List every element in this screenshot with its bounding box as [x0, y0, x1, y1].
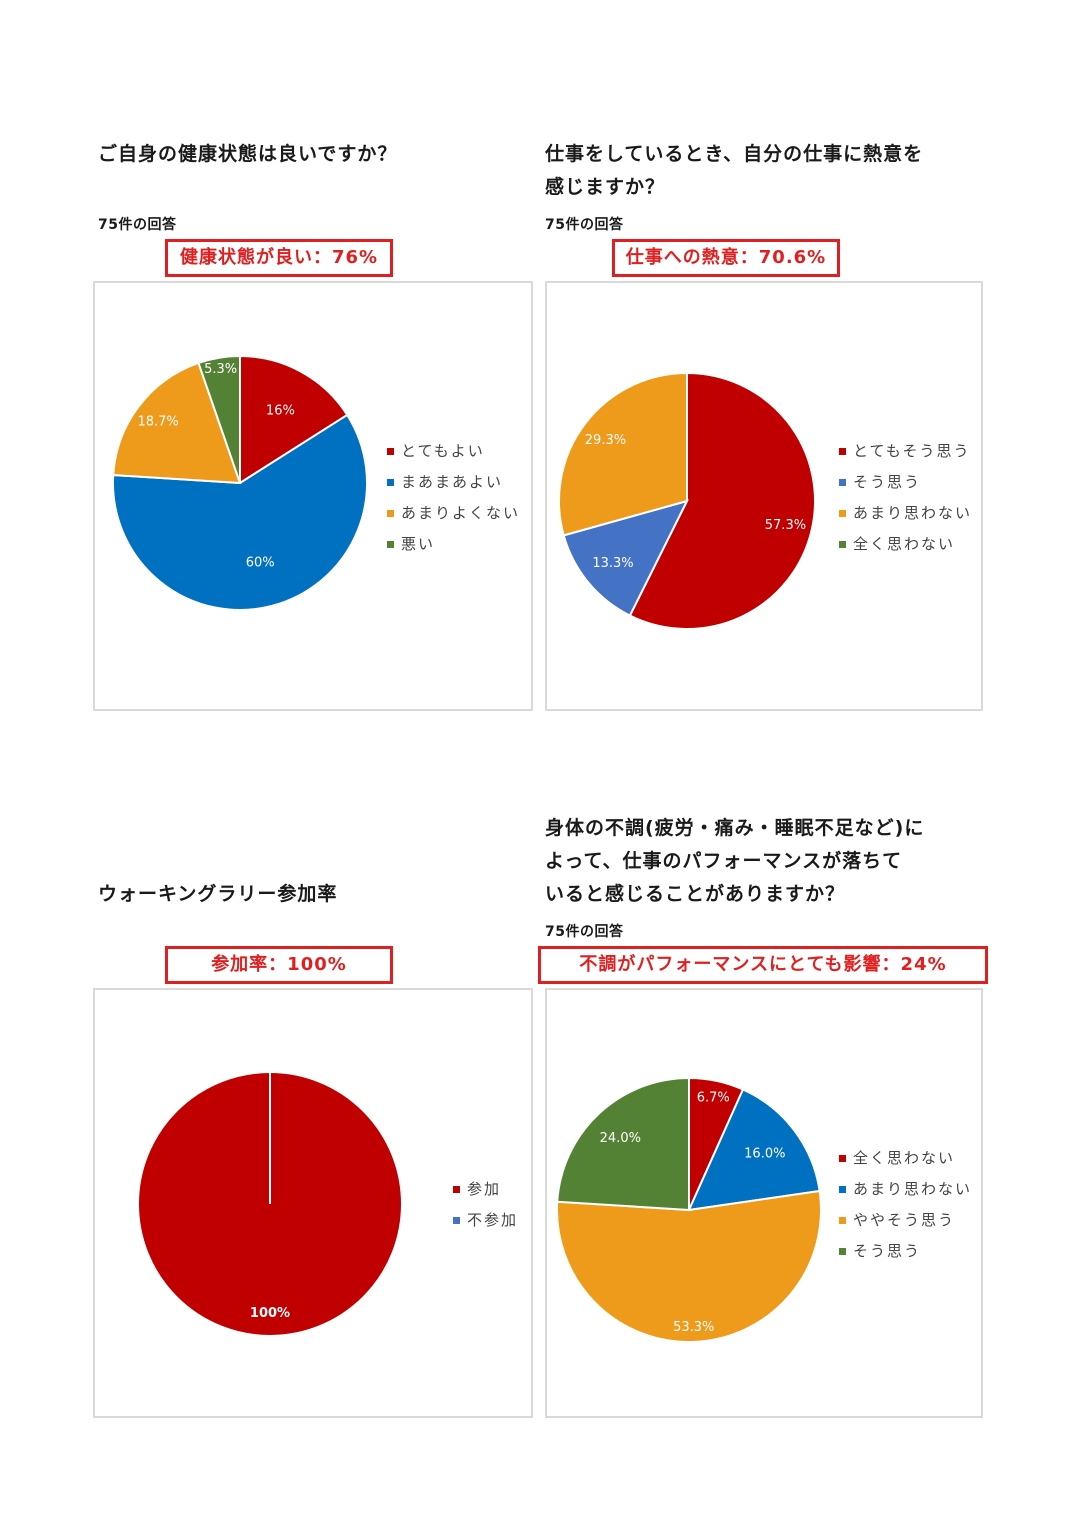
- pie-chart-performance: 6.7% 16.0% 53.3% 24.0% 全く思わない あまり思わない ややそう思う そう…: [545, 988, 983, 1418]
- legend-label: まあまあよい: [401, 473, 504, 491]
- slice-label: 57.3%: [765, 518, 806, 533]
- chart-legend: とてもそう思う そう思うあまり思わない 全く思わない: [839, 436, 972, 560]
- pie-svg: 16% 60% 18.7% 5.3%: [112, 354, 368, 611]
- chart-legend: 参加 不参加: [453, 1174, 518, 1236]
- legend-label: 参加: [467, 1180, 502, 1198]
- pie-slice: [556, 1076, 690, 1212]
- legend-label: そう思う: [853, 1242, 922, 1260]
- legend-swatch: [839, 1186, 846, 1193]
- question-title: ウォーキングラリー参加率: [98, 883, 338, 905]
- slice-label: 18.7%: [137, 415, 178, 430]
- pie-slice: [556, 1189, 822, 1343]
- legend-item: 全く思わない: [839, 529, 972, 560]
- pie-chart-work-enthusiasm: 57.3% 13.3% 29.3% とてもそう思う そう思うあまり思わない 全く思わない: [545, 281, 983, 711]
- legend-swatch: [839, 479, 846, 486]
- slice-label: 100%: [250, 1306, 290, 1321]
- legend-swatch: [839, 1248, 846, 1255]
- legend-item: あまり思わない: [839, 1174, 972, 1205]
- legend-label: ややそう思う: [853, 1211, 956, 1229]
- summary-callout: 不調がパフォーマンスにとても影響：24%: [538, 946, 988, 984]
- slice-label: 13.3%: [592, 556, 633, 571]
- legend-label: 不参加: [467, 1211, 519, 1229]
- slice-label: 24.0%: [600, 1131, 641, 1146]
- pie-slice: [197, 354, 241, 484]
- summary-callout: 仕事への熱意：70.6%: [612, 239, 840, 277]
- legend-swatch: [453, 1217, 460, 1224]
- slice-label: 60%: [246, 556, 275, 571]
- legend-label: 全く思わない: [853, 1149, 956, 1167]
- legend-label: あまり思わない: [853, 504, 973, 522]
- legend-swatch: [839, 541, 846, 548]
- legend-label: 全く思わない: [853, 535, 956, 553]
- legend-item: 全く思わない: [839, 1143, 972, 1174]
- legend-item: 不参加: [453, 1205, 518, 1236]
- pie-svg: 100%: [137, 1071, 403, 1337]
- summary-callout: 健康状態が良い：76%: [165, 239, 393, 277]
- legend-swatch: [453, 1186, 460, 1193]
- legend-label: 悪い: [401, 535, 436, 553]
- question-title: 身体の不調(疲労・痛み・睡眠不足など)に よって、仕事のパフォーマンスが落ちて …: [545, 817, 925, 905]
- pie-chart-health: 16% 60% 18.7% 5.3% とてもよいまあまあよい あまりよくない 悪い: [93, 281, 533, 711]
- legend-item: あまりよくない: [387, 498, 520, 529]
- response-count: 75件の回答: [545, 924, 624, 940]
- legend-swatch: [839, 448, 846, 455]
- legend-item: まあまあよい: [387, 467, 520, 498]
- pie-slice: [239, 354, 349, 485]
- legend-item: ややそう思う: [839, 1205, 972, 1236]
- legend-swatch: [387, 541, 394, 548]
- legend-swatch: [839, 1217, 846, 1224]
- pie-slice: [628, 371, 816, 630]
- chart-legend: とてもよいまあまあよい あまりよくない 悪い: [387, 436, 520, 560]
- chart-legend: 全く思わない あまり思わない ややそう思う そう思う: [839, 1143, 972, 1267]
- slice-label: 16.0%: [744, 1147, 785, 1162]
- response-count: 75件の回答: [98, 217, 177, 233]
- question-title: ご自身の健康状態は良いですか？: [98, 143, 398, 165]
- slice-label: 16%: [266, 404, 295, 419]
- pie-svg: 6.7% 16.0% 53.3% 24.0%: [556, 1076, 822, 1343]
- slice-label: 29.3%: [585, 433, 626, 448]
- pie-chart-walking-rally: 100% 参加不参加: [93, 988, 533, 1418]
- legend-label: そう思う: [853, 473, 922, 491]
- pie-slice: [558, 371, 688, 537]
- legend-item: とてもよい: [387, 436, 520, 467]
- question-title: 仕事をしているとき、自分の仕事に熱意を 感じますか？: [545, 143, 924, 198]
- legend-swatch: [387, 448, 394, 455]
- legend-swatch: [387, 479, 394, 486]
- legend-label: とてもそう思う: [853, 442, 971, 460]
- legend-item: そう思う: [839, 467, 972, 498]
- legend-swatch: [839, 510, 846, 517]
- legend-item: そう思う: [839, 1236, 972, 1267]
- legend-item: 悪い: [387, 529, 520, 560]
- pie-slice: [562, 499, 689, 617]
- pie-svg: 57.3% 13.3% 29.3%: [558, 371, 816, 630]
- summary-callout: 参加率：100%: [165, 946, 393, 984]
- legend-item: あまり思わない: [839, 498, 972, 529]
- legend-swatch: [839, 1155, 846, 1162]
- legend-swatch: [387, 510, 394, 517]
- legend-label: とてもよい: [401, 442, 485, 460]
- slice-label: 5.3%: [204, 362, 237, 377]
- slice-label: 53.3%: [673, 1320, 714, 1335]
- legend-item: とてもそう思う: [839, 436, 972, 467]
- legend-label: あまりよくない: [401, 504, 521, 522]
- pie-slice: [687, 1088, 821, 1212]
- response-count: 75件の回答: [545, 217, 624, 233]
- legend-item: 参加: [453, 1174, 518, 1205]
- slice-label: 6.7%: [697, 1090, 730, 1105]
- pie-slice: [112, 413, 368, 611]
- legend-label: あまり思わない: [853, 1180, 973, 1198]
